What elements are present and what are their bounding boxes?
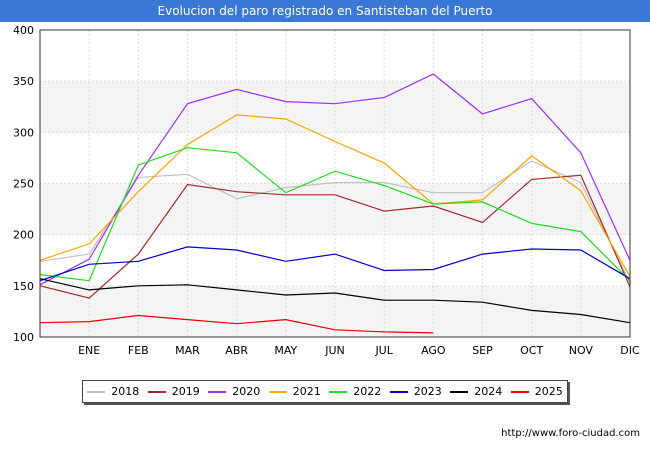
legend-swatch — [329, 390, 348, 393]
legend-label: 2020 — [232, 385, 261, 398]
legend-item-2024: 2024 — [450, 385, 502, 398]
y-tick-label: 350 — [13, 75, 34, 88]
series-line-2024 — [39, 278, 631, 324]
y-tick-label: 300 — [13, 126, 34, 139]
plot-frame — [39, 29, 631, 338]
legend-label: 2023 — [413, 385, 442, 398]
legend-label: 2022 — [353, 385, 382, 398]
legend-swatch — [510, 390, 529, 393]
y-tick-label: 200 — [13, 229, 34, 242]
y-tick-label: 150 — [13, 280, 34, 293]
series-line-2025 — [39, 314, 434, 334]
legend-label: 2018 — [111, 385, 140, 398]
legend-swatch — [208, 390, 227, 393]
x-tick-label: OCT — [520, 344, 543, 357]
x-tick-label: AGO — [421, 344, 446, 357]
x-tick-label: SEP — [472, 344, 493, 357]
x-tick-label: JUN — [324, 344, 345, 357]
legend-item-2020: 2020 — [208, 385, 260, 398]
x-tick-label: ENE — [78, 344, 100, 357]
y-tick-label: 100 — [13, 331, 34, 344]
y-tick-label: 250 — [13, 178, 34, 191]
x-tick-label: NOV — [569, 344, 594, 357]
series-line-2022 — [39, 147, 631, 282]
legend-swatch — [268, 390, 287, 393]
series-line-2021 — [39, 114, 631, 277]
legend-label: 2025 — [534, 385, 563, 398]
legend-item-2019: 2019 — [147, 385, 200, 398]
legend-label: 2019 — [171, 385, 200, 398]
legend-swatch — [147, 390, 166, 393]
y-axis-ticks: 100 150 200 250 300 350 400 — [13, 24, 34, 344]
series-line-2020 — [39, 73, 631, 286]
legend-item-2025: 2025 — [510, 385, 563, 398]
series-lines — [39, 73, 631, 334]
legend-label: 2021 — [292, 385, 321, 398]
x-tick-label: DIC — [620, 344, 640, 357]
legend-swatch — [450, 390, 469, 393]
legend-label: 2024 — [474, 385, 503, 398]
x-tick-label: MAR — [175, 344, 200, 357]
x-tick-label: FEB — [128, 344, 149, 357]
source-link[interactable]: http://www.foro-ciudad.com — [501, 428, 640, 439]
x-tick-label: ABR — [225, 344, 248, 357]
legend-swatch — [389, 390, 408, 393]
y-tick-label: 400 — [13, 24, 34, 37]
chart-title: Evolucion del paro registrado en Santist… — [0, 0, 650, 22]
legend: 2018 2019 2020 2021 2022 2023 2024 2025 — [82, 380, 568, 403]
legend-item-2022: 2022 — [329, 385, 381, 398]
series-line-2018 — [39, 160, 631, 284]
x-axis-ticks: ENE FEB MAR ABR MAY JUN JUL AGO SEP OCT NOV DIC — [78, 344, 640, 357]
legend-item-2023: 2023 — [389, 385, 442, 398]
legend-item-2018: 2018 — [87, 385, 139, 398]
series-line-2023 — [39, 246, 631, 282]
legend-swatch — [87, 390, 106, 393]
x-tick-label: JUL — [374, 344, 393, 357]
x-tick-label: MAY — [274, 344, 297, 357]
legend-item-2021: 2021 — [268, 385, 321, 398]
series-line-2019 — [39, 174, 631, 299]
